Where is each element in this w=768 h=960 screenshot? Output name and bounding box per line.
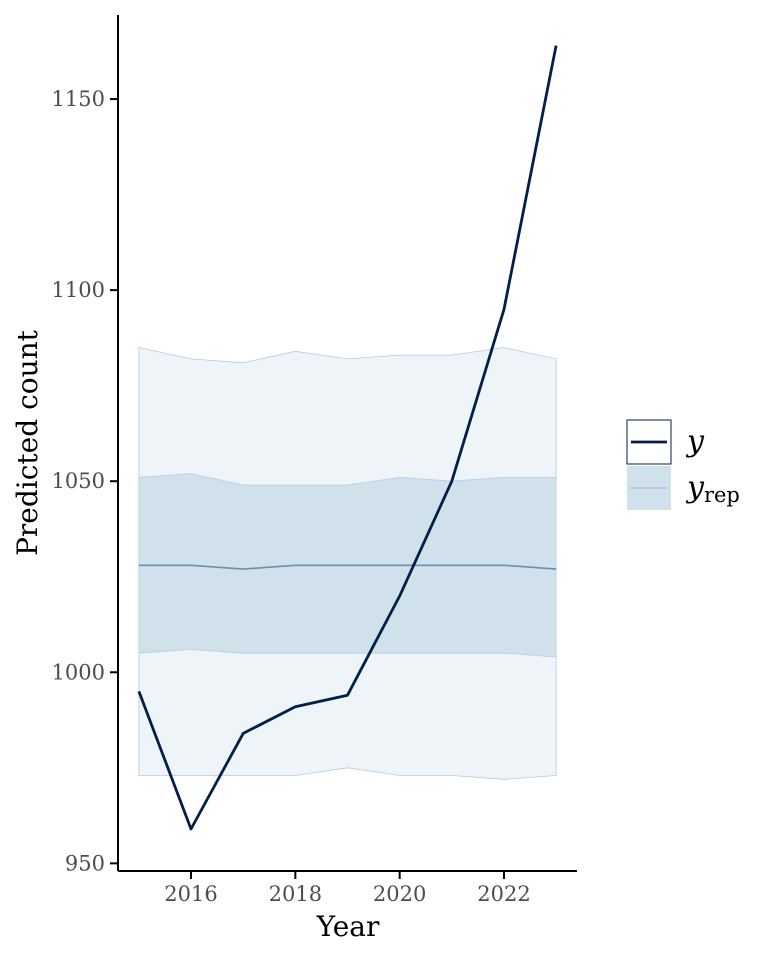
x-tick-label: 2018 xyxy=(269,882,322,906)
y-observed-line xyxy=(137,45,558,831)
legend-label-yrep-main: y xyxy=(685,470,705,505)
legend-label-yrep-subscript: rep xyxy=(704,483,740,507)
x-tick-label: 2020 xyxy=(373,882,426,906)
y-tick-label: 1000 xyxy=(52,660,105,684)
legend-label-yrep: yrep xyxy=(685,470,740,507)
yrep-bands xyxy=(138,347,557,780)
y-tick-label: 1150 xyxy=(52,87,105,111)
data-lines xyxy=(137,45,558,831)
x-tick-label: 2016 xyxy=(164,882,217,906)
y-tick-label: 1050 xyxy=(52,469,105,493)
yrep-median-line xyxy=(138,564,557,570)
y-tick-label: 950 xyxy=(65,851,105,875)
x-axis-title: Year xyxy=(316,910,380,943)
y-tick-label: 1100 xyxy=(52,278,105,302)
y-axis-title: Predicted count xyxy=(11,329,44,556)
tick-labels: 2016 2018 2020 2022 950 1000 1050 1100 1150 xyxy=(52,87,531,906)
axes xyxy=(110,15,577,879)
legend-label-y: y xyxy=(685,424,705,459)
x-tick-label: 2022 xyxy=(477,882,530,906)
